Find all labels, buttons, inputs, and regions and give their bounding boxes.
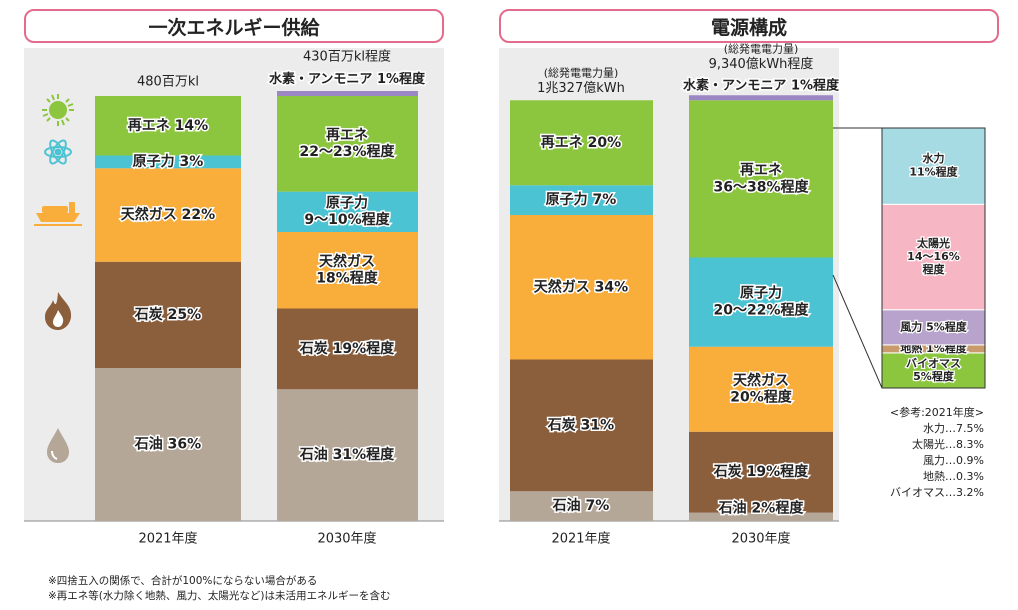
x-tick-label: 2021年度	[551, 531, 610, 547]
lng-ship-icon	[34, 202, 82, 226]
breakdown-segment-風力	[881, 309, 986, 346]
data-label: 石油 7%	[552, 497, 610, 514]
bar-segment-石油	[689, 512, 833, 521]
oil-drop-icon	[47, 428, 69, 463]
breakdown-frame	[881, 127, 986, 389]
bar-segment-再エネ	[277, 96, 418, 192]
reference-item: 太陽光…8.3%	[912, 438, 984, 451]
data-label: 石炭 31%	[547, 416, 614, 433]
primary-energy-header: 一次エネルギー供給	[24, 9, 444, 43]
bar-segment-水素・アンモニア	[689, 95, 833, 101]
data-label: 天然ガス 34%	[534, 278, 628, 295]
atom-icon	[44, 139, 72, 165]
data-label: 再エネ 20%	[541, 135, 621, 151]
x-tick-label: 2030年度	[731, 531, 790, 547]
total-label: 9,340億kWh程度	[709, 56, 814, 72]
data-label: 再エネ 36〜38%程度	[714, 162, 810, 195]
total-label: 1兆327億kWh	[537, 80, 625, 96]
breakdown-label: 風力 5%程度	[900, 319, 968, 333]
power-mix-header: 電源構成	[499, 9, 999, 43]
breakdown-segment-水力	[881, 126, 986, 205]
bar-segment-石油	[510, 491, 653, 521]
bar-segment-石炭	[95, 261, 241, 368]
data-label: 水素・アンモニア 1%程度	[269, 71, 426, 87]
x-tick-label: 2021年度	[138, 531, 197, 547]
total-label: 480百万kl	[137, 75, 199, 90]
bar-segment-再エネ	[689, 100, 833, 258]
bar-segment-天然ガス	[277, 232, 418, 309]
bar-segment-原子力	[689, 257, 833, 347]
bar-segment-石油	[277, 389, 418, 521]
bar-segment-石炭	[689, 431, 833, 513]
bar-segment-水素・アンモニア	[277, 91, 418, 96]
reference-item: 風力…0.9%	[923, 454, 984, 467]
breakdown-segment-太陽光	[881, 203, 986, 311]
total-caption: (総発電電力量)	[724, 41, 799, 55]
breakdown-label: 太陽光 14〜16%程度	[907, 236, 960, 276]
bar-segment-天然ガス	[95, 168, 241, 262]
data-label: 石炭 19%程度	[713, 463, 809, 480]
bar-segment-原子力	[510, 185, 653, 215]
total-label: 430百万kl程度	[303, 49, 391, 65]
data-label: 天然ガス 18%程度	[316, 253, 379, 287]
data-label: 原子力 20〜22%程度	[714, 285, 810, 319]
bar-segment-天然ガス	[689, 346, 833, 432]
connector-bottom	[832, 274, 883, 389]
bar-segment-天然ガス	[510, 215, 653, 360]
data-label: 原子力 7%	[546, 191, 617, 208]
bar-segment-原子力	[277, 191, 418, 232]
bar-segment-石油	[95, 368, 241, 521]
reference-title: <参考:2021年度>	[889, 406, 984, 419]
flame-icon	[45, 292, 72, 330]
data-label: 石炭 25%	[134, 306, 201, 323]
data-label: 石炭 19%程度	[299, 340, 395, 357]
reference-item: 地熱…0.3%	[923, 470, 984, 483]
breakdown-label: 水力 11%程度	[909, 151, 958, 178]
data-label: 原子力 9〜10%程度	[304, 194, 390, 228]
bar-segment-再エネ	[510, 100, 653, 186]
data-label: 天然ガス 22%	[121, 206, 215, 223]
footnote-rounding: ※四捨五入の関係で、合計が100%にならない場合がある	[48, 575, 318, 587]
x-tick-label: 2030年度	[317, 531, 376, 547]
total-caption: (総発電電力量)	[544, 65, 619, 79]
data-label: 水素・アンモニア 1%程度	[683, 77, 840, 93]
bar-segment-石炭	[277, 308, 418, 390]
reference-item: バイオマス…3.2%	[890, 486, 984, 499]
bar-segment-原子力	[95, 155, 241, 169]
data-label: 石油 2%程度	[718, 500, 805, 517]
data-label: 石油 36%	[134, 436, 201, 453]
bar-segment-再エネ	[95, 96, 241, 156]
data-label: 石油 31%程度	[299, 446, 395, 463]
data-label: 再エネ 22〜23%程度	[300, 127, 396, 160]
reference-box: <参考:2021年度> 水力…7.5% 太陽光…8.3% 風力…0.9% 地熱……	[860, 404, 984, 504]
reference-item: 水力…7.5%	[923, 422, 984, 435]
sun-icon	[42, 94, 74, 126]
breakdown-segment-バイオマス	[881, 352, 986, 389]
data-label: 天然ガス 20%程度	[730, 372, 793, 406]
breakdown-label: バイオマス 5%程度	[906, 357, 961, 383]
bar-segment-石炭	[510, 359, 653, 492]
footnote-renewables: ※再エネ等(水力除く地熱、風力、太陽光など)は未活用エネルギーを含む	[48, 590, 391, 602]
data-label: 原子力 3%	[133, 153, 204, 170]
data-label: 再エネ 14%	[128, 118, 208, 134]
